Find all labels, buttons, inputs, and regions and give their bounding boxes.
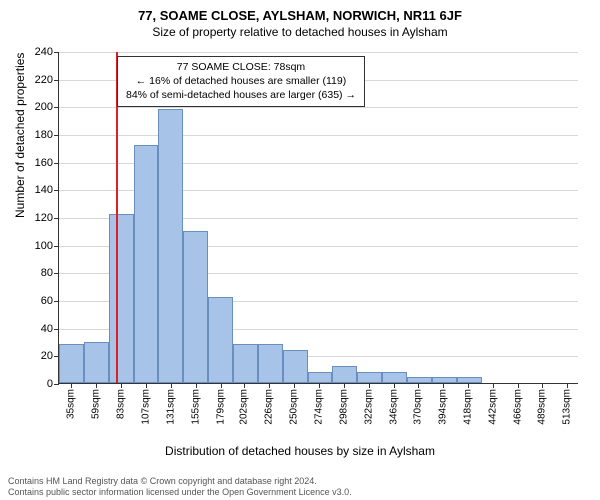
histogram-bar	[432, 377, 457, 383]
x-tick-label: 513sqm	[561, 389, 572, 425]
sub-title: Size of property relative to detached ho…	[0, 23, 600, 39]
x-tick-mark	[121, 383, 122, 388]
x-tick-mark	[196, 383, 197, 388]
x-tick-label: 346sqm	[388, 389, 399, 425]
x-tick-mark	[71, 383, 72, 388]
y-tick-label: 80	[41, 267, 53, 279]
histogram-bar	[283, 350, 308, 383]
histogram-bar	[382, 372, 407, 383]
chart-container: 77, SOAME CLOSE, AYLSHAM, NORWICH, NR11 …	[0, 0, 600, 500]
x-tick-mark	[319, 383, 320, 388]
x-tick-mark	[96, 383, 97, 388]
histogram-bar	[407, 377, 432, 383]
x-tick-mark	[567, 383, 568, 388]
y-tick-label: 20	[41, 350, 53, 362]
y-tick-label: 160	[35, 157, 53, 169]
x-tick-label: 298sqm	[338, 389, 349, 425]
annotation-line2: ← 16% of detached houses are smaller (11…	[126, 74, 356, 88]
histogram-bar	[109, 214, 134, 383]
x-tick-label: 418sqm	[463, 389, 474, 425]
y-tick-label: 240	[35, 46, 53, 58]
x-tick-label: 442sqm	[488, 389, 499, 425]
main-title: 77, SOAME CLOSE, AYLSHAM, NORWICH, NR11 …	[0, 0, 600, 23]
x-tick-mark	[221, 383, 222, 388]
x-tick-mark	[493, 383, 494, 388]
x-tick-mark	[542, 383, 543, 388]
annotation-line1: 77 SOAME CLOSE: 78sqm	[126, 60, 356, 74]
y-tick-label: 40	[41, 323, 53, 335]
y-tick-label: 100	[35, 240, 53, 252]
y-axis-label: Number of detached properties	[13, 53, 27, 218]
histogram-bar	[59, 344, 84, 383]
histogram-bar	[183, 231, 208, 383]
histogram-bar	[134, 145, 159, 383]
plot-area: 02040608010012014016018020022024035sqm59…	[58, 52, 578, 384]
x-tick-label: 274sqm	[314, 389, 325, 425]
x-tick-mark	[443, 383, 444, 388]
histogram-bar	[457, 377, 482, 383]
x-tick-label: 250sqm	[289, 389, 300, 425]
y-tick-label: 180	[35, 129, 53, 141]
x-tick-label: 179sqm	[215, 389, 226, 425]
annotation-line3: 84% of semi-detached houses are larger (…	[126, 88, 356, 102]
x-tick-mark	[369, 383, 370, 388]
x-tick-label: 489sqm	[536, 389, 547, 425]
y-tick-label: 60	[41, 295, 53, 307]
footer-line1: Contains HM Land Registry data © Crown c…	[8, 476, 352, 487]
histogram-bar	[332, 366, 357, 383]
y-tick-label: 0	[47, 378, 53, 390]
histogram-bar	[357, 372, 382, 383]
x-tick-mark	[171, 383, 172, 388]
y-tick-label: 120	[35, 212, 53, 224]
x-tick-mark	[468, 383, 469, 388]
histogram-bar	[158, 109, 183, 383]
footer-line2: Contains public sector information licen…	[8, 487, 352, 498]
x-tick-label: 107sqm	[141, 389, 152, 425]
x-axis-label: Distribution of detached houses by size …	[0, 444, 600, 458]
x-tick-label: 83sqm	[116, 389, 127, 419]
x-tick-label: 155sqm	[190, 389, 201, 425]
x-tick-label: 59sqm	[91, 389, 102, 419]
x-tick-mark	[518, 383, 519, 388]
x-tick-label: 466sqm	[512, 389, 523, 425]
x-tick-mark	[244, 383, 245, 388]
footer-attribution: Contains HM Land Registry data © Crown c…	[8, 476, 352, 499]
y-tick-label: 220	[35, 74, 53, 86]
x-tick-label: 35sqm	[66, 389, 77, 419]
x-tick-label: 370sqm	[413, 389, 424, 425]
x-tick-mark	[146, 383, 147, 388]
x-tick-label: 131sqm	[165, 389, 176, 425]
x-tick-label: 202sqm	[239, 389, 250, 425]
x-tick-mark	[394, 383, 395, 388]
histogram-bar	[233, 344, 258, 383]
x-tick-label: 226sqm	[264, 389, 275, 425]
histogram-bar	[258, 344, 283, 383]
x-tick-label: 322sqm	[363, 389, 374, 425]
y-tick-label: 200	[35, 101, 53, 113]
histogram-bar	[208, 297, 233, 383]
histogram-bar	[84, 342, 109, 384]
annotation-box: 77 SOAME CLOSE: 78sqm ← 16% of detached …	[117, 56, 365, 107]
y-tick-label: 140	[35, 184, 53, 196]
x-tick-label: 394sqm	[438, 389, 449, 425]
x-tick-mark	[344, 383, 345, 388]
histogram-bar	[308, 372, 333, 383]
y-tick-mark	[54, 384, 59, 385]
x-tick-mark	[418, 383, 419, 388]
x-tick-mark	[294, 383, 295, 388]
x-tick-mark	[269, 383, 270, 388]
